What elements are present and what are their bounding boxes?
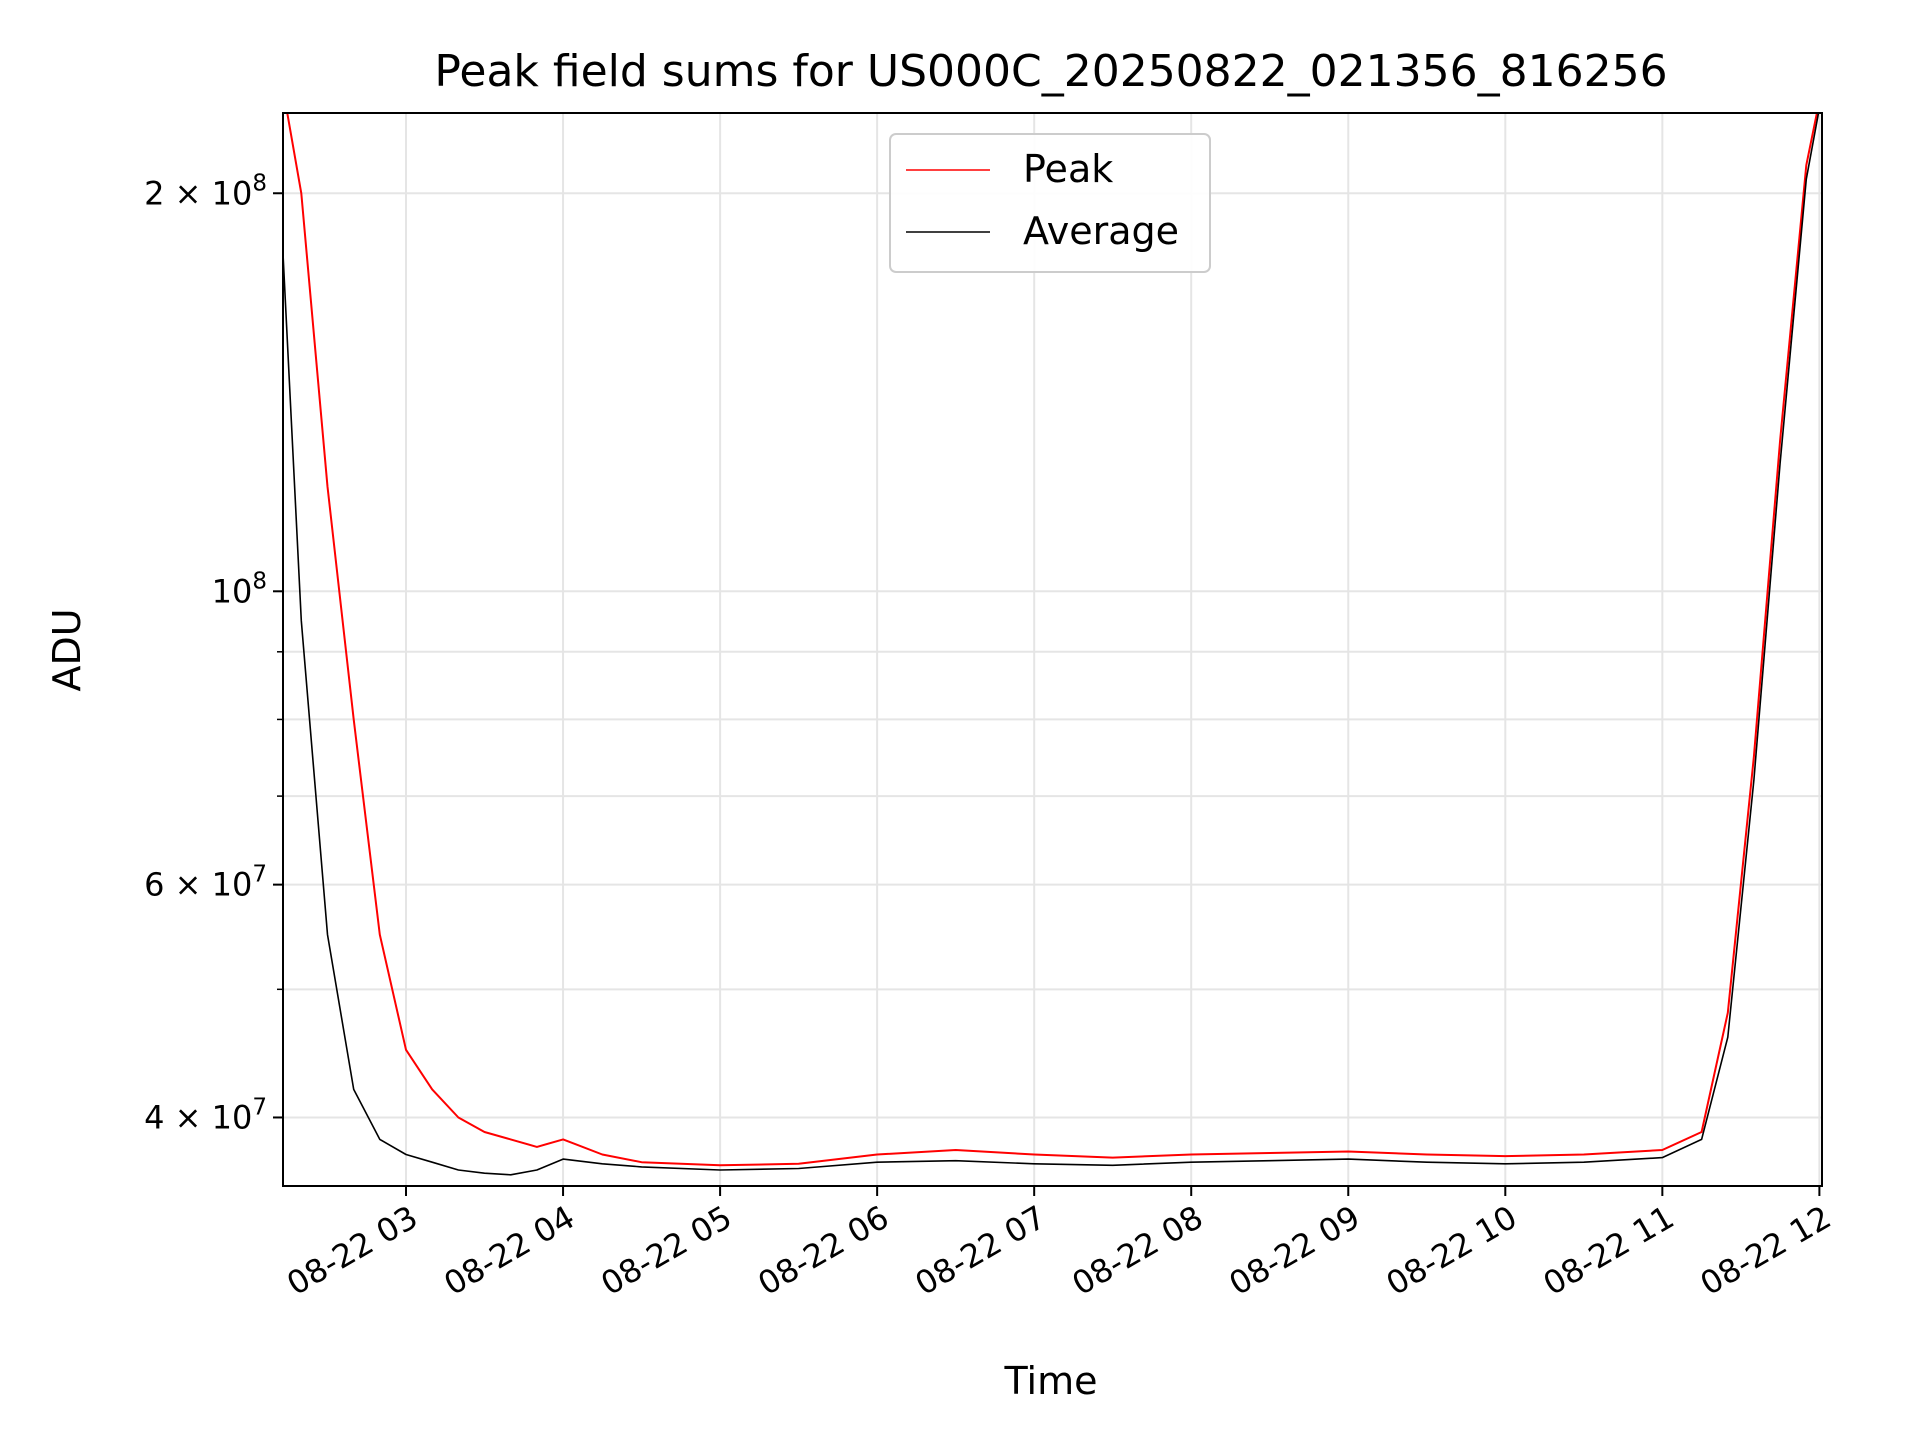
legend: Peak Average [889, 133, 1211, 273]
series-line-average [283, 113, 1820, 1176]
series-layer [283, 113, 1820, 1176]
plot-frame [282, 112, 1823, 1187]
legend-box [889, 133, 1211, 273]
y-tick-label: 108 [212, 568, 267, 610]
y-tick-label: 6 × 107 [144, 862, 267, 904]
y-tick-label: 4 × 107 [144, 1094, 267, 1136]
series-line-peak [286, 113, 1818, 1167]
y-tick-label: 2 × 108 [144, 170, 267, 212]
grid [283, 113, 1822, 1186]
y-ticks: 4 × 107 6 × 107 108 2 × 108 [144, 170, 283, 1136]
x-axis-label: Time [1004, 1359, 1098, 1403]
legend-label-average: Average [1023, 209, 1179, 253]
y-axis-label: ADU [45, 608, 89, 691]
legend-label-peak: Peak [1023, 147, 1113, 191]
chart-title: Peak field sums for US000C_20250822_0213… [434, 46, 1667, 97]
